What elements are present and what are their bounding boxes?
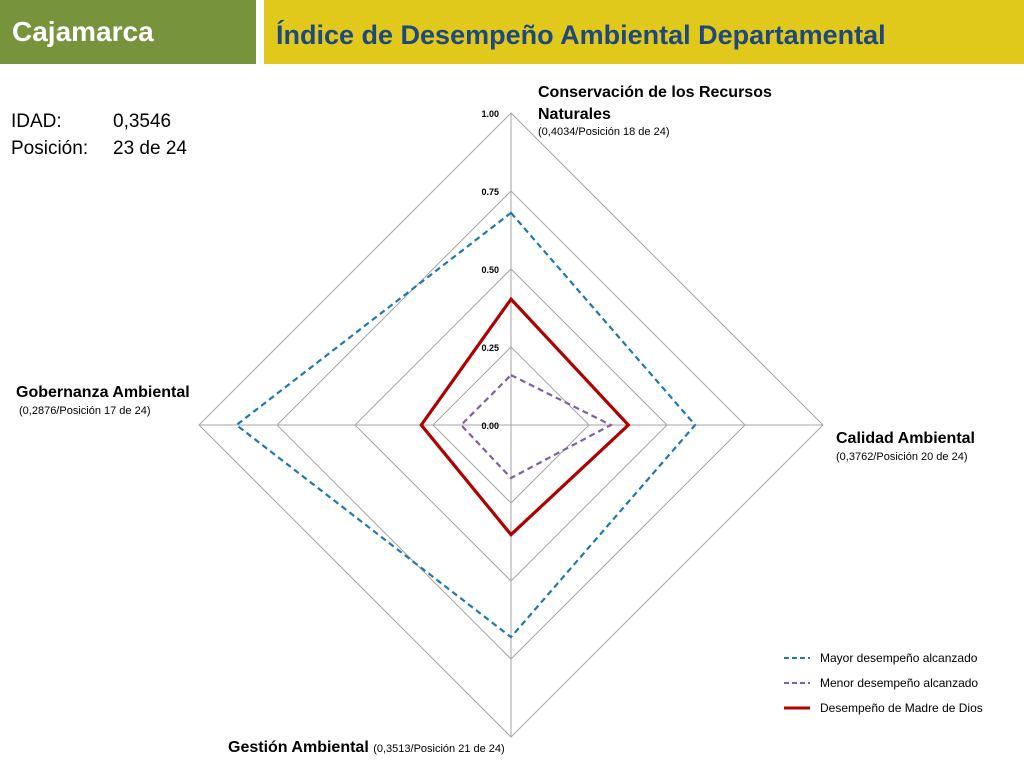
legend-item-min: Menor desempeño alcanzado: [784, 670, 983, 695]
axis-right-detail: (0,3762/Posición 20 de 24): [836, 451, 968, 463]
axis-bottom-detail: (0,3513/Posición 21 de 24): [373, 743, 505, 755]
tick-label-4: 1.00: [481, 109, 499, 119]
legend-label-dept: Desempeño de Madre de Dios: [820, 700, 983, 715]
axis-label-bottom: Gestión Ambiental (0,3513/Posición 21 de…: [228, 737, 505, 760]
radar-tick-labels: 0.00 0.25 0.50 0.75 1.00: [481, 109, 499, 431]
title-header: Índice de Desempeño Ambiental Departamen…: [264, 0, 1024, 64]
axis-top-title-line2: Naturales: [538, 106, 611, 123]
position-value: 23 de 24: [113, 138, 187, 159]
legend-swatch-min: [784, 681, 810, 684]
axis-label-left: Gobernanza Ambiental (0,2876/Posición 17…: [16, 382, 190, 418]
legend-swatch-dept: [784, 706, 810, 709]
tick-label-3: 0.75: [481, 187, 499, 197]
legend: Mayor desempeño alcanzado Menor desempeñ…: [784, 645, 983, 720]
tick-label-1: 0.25: [481, 343, 499, 353]
axis-bottom-title: Gestión Ambiental: [228, 739, 369, 756]
idad-value: 0,3546: [113, 111, 172, 132]
legend-item-dept: Desempeño de Madre de Dios: [784, 695, 983, 720]
series-1: [459, 373, 614, 480]
axis-label-right: Calidad Ambiental (0,3762/Posición 20 de…: [836, 428, 975, 464]
position-label: Posición:: [11, 138, 89, 159]
position-row: Posición: 23 de 24: [11, 135, 187, 162]
axis-top-title-line1: Conservación de los Recursos: [538, 84, 772, 101]
idad-label: IDAD:: [11, 111, 62, 132]
radar-grid: [198, 112, 824, 738]
axis-left-title: Gobernanza Ambiental: [16, 384, 190, 401]
legend-label-max: Mayor desempeño alcanzado: [820, 650, 978, 665]
series-2: [419, 296, 631, 537]
region-header: Cajamarca: [0, 0, 256, 64]
axis-left-detail: (0,2876/Posición 17 de 24): [19, 405, 151, 417]
tick-label-2: 0.50: [481, 265, 499, 275]
axis-label-top: Conservación de los Recursos Naturales (…: [538, 82, 772, 139]
legend-item-max: Mayor desempeño alcanzado: [784, 645, 983, 670]
axis-right-title: Calidad Ambiental: [836, 430, 975, 447]
legend-label-min: Menor desempeño alcanzado: [820, 675, 979, 690]
tick-label-0: 0.00: [481, 421, 499, 431]
region-title: Cajamarca: [12, 16, 154, 47]
legend-swatch-max: [784, 656, 810, 659]
radar-series: [234, 211, 697, 639]
idad-row: IDAD: 0,3546: [11, 108, 187, 135]
series-0: [234, 211, 697, 639]
page-title: Índice de Desempeño Ambiental Departamen…: [276, 20, 886, 50]
summary-block: IDAD: 0,3546 Posición: 23 de 24: [11, 108, 187, 162]
axis-top-detail: (0,4034/Posición 18 de 24): [538, 126, 670, 138]
